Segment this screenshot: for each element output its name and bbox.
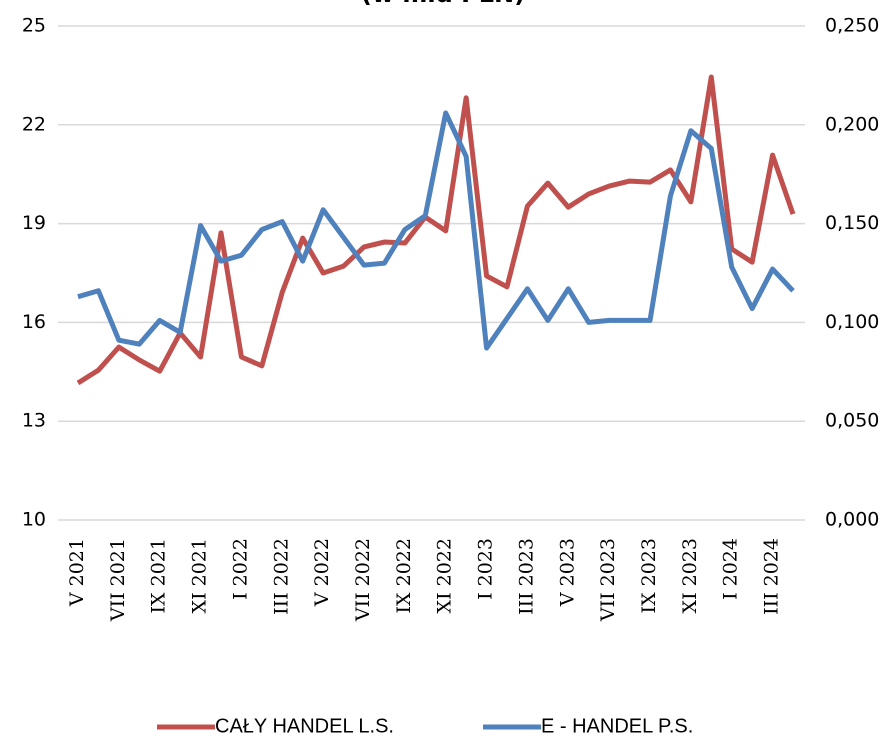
y2-tick-label: 0,100	[825, 311, 879, 333]
y-tick-label: 22	[22, 113, 46, 135]
x-tick-label: I 2022	[229, 538, 251, 600]
y-tick-label: 19	[22, 212, 46, 234]
x-tick-label: VII 2021	[107, 538, 129, 622]
x-tick-label: IX 2021	[148, 538, 170, 613]
x-tick-label: VII 2023	[597, 538, 619, 622]
y-tick-label: 10	[22, 509, 46, 531]
y-tick-label: 16	[22, 311, 46, 333]
x-tick-label: III 2022	[270, 538, 292, 615]
legend-label: E - HANDEL P.S.	[541, 715, 693, 737]
legend-label: CAŁY HANDEL L.S.	[215, 715, 394, 737]
chart-title: (w mld PLN)	[361, 0, 525, 8]
y2-tick-label: 0,000	[825, 509, 879, 531]
x-tick-label: V 2022	[311, 538, 333, 607]
y2-tick-label: 0,250	[825, 15, 879, 37]
x-tick-label: IX 2023	[638, 538, 660, 613]
x-tick-label: III 2024	[761, 538, 783, 615]
x-tick-label: III 2023	[515, 538, 537, 615]
x-tick-label: XI 2021	[189, 538, 211, 613]
x-tick-label: XI 2023	[679, 538, 701, 613]
x-tick-label: I 2023	[475, 538, 497, 600]
x-tick-label: VII 2022	[352, 538, 374, 622]
x-tick-label: V 2023	[556, 538, 578, 607]
series-line	[77, 110, 795, 351]
series-line	[76, 74, 796, 386]
y2-tick-label: 0,050	[825, 410, 879, 432]
x-tick-label: I 2024	[720, 538, 742, 600]
y2-tick-label: 0,150	[825, 212, 879, 234]
y-tick-label: 25	[22, 15, 46, 37]
x-tick-label: V 2021	[66, 538, 88, 607]
y2-tick-label: 0,200	[825, 113, 879, 135]
y-tick-label: 13	[22, 410, 46, 432]
x-tick-label: XI 2022	[434, 538, 456, 613]
x-tick-label: IX 2022	[393, 538, 415, 613]
